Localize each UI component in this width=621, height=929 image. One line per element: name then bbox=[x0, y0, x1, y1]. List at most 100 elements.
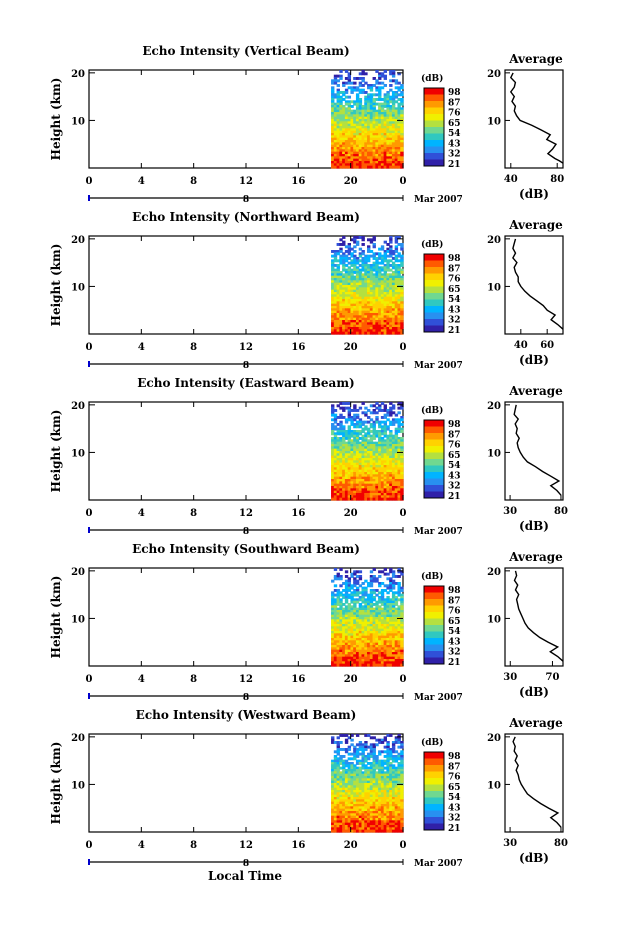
heatmap-cell bbox=[389, 764, 393, 768]
heatmap-cell bbox=[336, 313, 340, 316]
heatmap-cell bbox=[378, 303, 382, 307]
heatmap-cell bbox=[383, 820, 387, 824]
heatmap-cell bbox=[331, 317, 335, 321]
heatmap-cell bbox=[333, 268, 338, 272]
heatmap-cell bbox=[391, 481, 396, 485]
heatmap-cell bbox=[397, 154, 401, 157]
heatmap-cell bbox=[358, 81, 363, 85]
heatmap-cell bbox=[394, 289, 399, 293]
heatmap-cell bbox=[353, 439, 357, 443]
heatmap-cell bbox=[361, 460, 365, 464]
heatmap-cell bbox=[369, 453, 374, 457]
heatmap-cell bbox=[394, 771, 399, 775]
heatmap-cell bbox=[380, 247, 385, 251]
heatmap-cell bbox=[400, 467, 404, 471]
heatmap-cell bbox=[400, 275, 404, 279]
heatmap-cell bbox=[369, 149, 374, 153]
heatmap-cell bbox=[339, 467, 343, 471]
heatmap-cell bbox=[397, 275, 401, 279]
heatmap-cell bbox=[361, 486, 365, 489]
heatmap-cell bbox=[386, 446, 390, 450]
heatmap-cell bbox=[397, 86, 401, 90]
heatmap-cell bbox=[336, 308, 340, 312]
heatmap-cell bbox=[342, 254, 346, 258]
heatmap-cell bbox=[339, 631, 343, 634]
heatmap-cell bbox=[378, 425, 382, 429]
heatmap-cell bbox=[355, 820, 360, 824]
heatmap-cell bbox=[397, 757, 401, 761]
heatmap-cell bbox=[339, 818, 343, 821]
heatmap-cell bbox=[389, 313, 393, 316]
avg-frame bbox=[504, 69, 564, 169]
heatmap-cell bbox=[394, 285, 399, 288]
heatmap-cell bbox=[372, 467, 376, 471]
heatmap-cell bbox=[336, 114, 340, 118]
heatmap-cell bbox=[383, 628, 387, 632]
heatmap-cell bbox=[364, 310, 368, 314]
heatmap-cell bbox=[364, 808, 368, 812]
heatmap-cell bbox=[400, 259, 404, 263]
heatmap-cell bbox=[372, 268, 376, 272]
heatmap-cell bbox=[355, 161, 360, 164]
heatmap-cell bbox=[339, 238, 343, 242]
heatmap-cell bbox=[355, 495, 360, 499]
heatmap-cell bbox=[380, 161, 385, 164]
heatmap-cell bbox=[347, 748, 352, 751]
heatmap-cell bbox=[367, 614, 371, 618]
heatmap-cell bbox=[389, 154, 393, 157]
heatmap-cell bbox=[380, 771, 385, 775]
heatmap-cell bbox=[389, 119, 393, 122]
heatmap-cell bbox=[344, 584, 349, 588]
heatmap-cell bbox=[331, 268, 335, 272]
heatmap-cell bbox=[383, 254, 387, 258]
heatmap-cell bbox=[391, 771, 396, 775]
heatmap-cell bbox=[380, 158, 385, 162]
heatmap-cell bbox=[378, 313, 382, 316]
heatmap-cell bbox=[375, 822, 379, 826]
heatmap-cell bbox=[355, 818, 360, 821]
heatmap-cell bbox=[331, 254, 335, 258]
heatmap-cell bbox=[353, 301, 357, 305]
heatmap-cell bbox=[331, 329, 335, 333]
heatmap-cell bbox=[355, 797, 360, 800]
heatmap-cell bbox=[386, 757, 390, 761]
heatmap-cell bbox=[394, 296, 399, 300]
heatmap-cell bbox=[353, 486, 357, 489]
heatmap-cell bbox=[394, 310, 399, 314]
heatmap-cell bbox=[361, 790, 365, 793]
heatmap-cell bbox=[344, 820, 349, 824]
heatmap-cell bbox=[331, 303, 335, 307]
heatmap-cell bbox=[394, 769, 399, 772]
heatmap-cell bbox=[391, 820, 396, 824]
heatmap-cell bbox=[389, 783, 393, 786]
heatmap-cell bbox=[333, 469, 338, 473]
heatmap-cell bbox=[394, 432, 399, 436]
heatmap-cell bbox=[394, 236, 399, 239]
colorbar-swatch bbox=[424, 127, 444, 134]
heatmap-cell bbox=[383, 631, 387, 634]
heatmap-cell bbox=[389, 820, 393, 824]
heatmap-cell bbox=[383, 451, 387, 454]
heatmap-cell bbox=[331, 610, 335, 613]
heatmap-cell bbox=[378, 107, 382, 111]
heatmap-cell bbox=[386, 329, 390, 333]
heatmap-cell bbox=[364, 303, 368, 307]
heatmap-cell bbox=[339, 289, 343, 293]
heatmap-cell bbox=[336, 752, 340, 756]
heatmap-cell bbox=[336, 472, 340, 475]
heatmap-cell bbox=[375, 497, 379, 501]
heatmap-cell bbox=[372, 460, 376, 464]
heatmap-cell bbox=[397, 483, 401, 487]
heatmap-cell bbox=[378, 430, 382, 433]
heatmap-cell bbox=[367, 483, 371, 487]
heatmap-cell bbox=[355, 135, 360, 139]
heatmap-cell bbox=[350, 453, 354, 457]
heatmap-cell bbox=[353, 663, 357, 667]
heatmap-cell bbox=[380, 156, 385, 160]
heatmap-cell bbox=[386, 451, 390, 454]
heatmap-cell bbox=[394, 322, 399, 326]
heatmap-cell bbox=[397, 659, 401, 662]
heatmap-cell bbox=[383, 755, 387, 758]
heatmap-cell bbox=[358, 570, 363, 574]
heatmap-cell bbox=[342, 280, 346, 284]
